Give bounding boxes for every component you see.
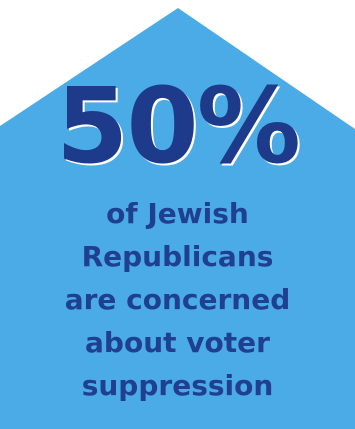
statistic-percent: 50%: [56, 65, 301, 187]
caption-line: suppression: [81, 369, 274, 402]
caption-line: are concerned: [64, 283, 291, 316]
caption-line: about voter: [85, 326, 270, 359]
statistic-caption: of Jewish Republicans are concerned abou…: [0, 192, 355, 407]
caption-line: of Jewish: [106, 197, 249, 230]
caption-line: Republicans: [81, 240, 274, 273]
house-polygon: [0, 8, 355, 429]
